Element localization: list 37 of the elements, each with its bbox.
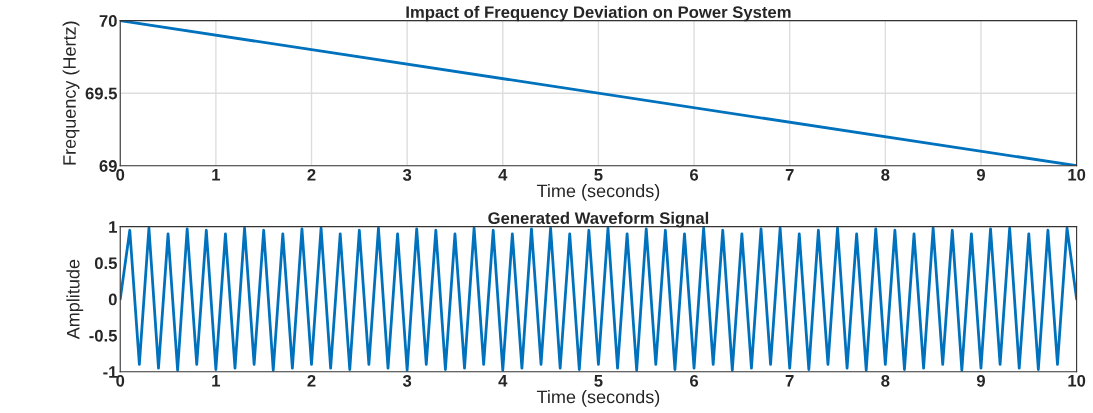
y-tick-label: 69.5 — [85, 87, 117, 100]
x-tick-label: 6 — [690, 374, 699, 387]
x-tick-label: 5 — [594, 375, 603, 387]
x-tick-label: 10 — [1068, 374, 1086, 387]
x-tick-label: 2 — [307, 168, 316, 181]
x-tick-label: 8 — [881, 374, 890, 387]
x-tick-label: 3 — [402, 374, 412, 387]
y-tick-label: -0.5 — [89, 329, 117, 342]
x-tick-label: 1 — [212, 375, 221, 387]
x-axis-title: Time (seconds) — [536, 390, 660, 407]
y-tick-label: 0 — [108, 293, 117, 306]
x-tick-label: 5 — [594, 169, 603, 181]
x-tick-label: 6 — [690, 168, 699, 181]
x-tick-label: 7 — [785, 169, 794, 181]
x-tick-label: 7 — [785, 375, 794, 387]
x-tick-label: 9 — [976, 168, 985, 181]
chart-title: Impact of Frequency Deviation on Power System — [406, 5, 791, 22]
x-tick-label: 10 — [1068, 168, 1086, 181]
y-tick-label: -1 — [103, 366, 117, 378]
x-tick-label: 3 — [402, 168, 412, 181]
y-axis-title: Amplitude — [66, 259, 84, 340]
chart-title: Generated Waveform Signal — [488, 211, 709, 228]
y-tick-label: 0.5 — [94, 257, 117, 270]
line-series — [120, 226, 1077, 372]
x-tick-label: 0 — [116, 374, 125, 387]
y-axis-title: Frequency (Hertz) — [62, 21, 80, 165]
x-axis-title: Time (seconds) — [536, 184, 660, 201]
x-tick-label: 0 — [116, 168, 125, 181]
y-tick-label: 70 — [99, 15, 117, 27]
x-tick-label: 1 — [212, 169, 221, 181]
x-tick-label: 8 — [881, 168, 890, 181]
x-tick-label: 4 — [498, 169, 508, 181]
x-tick-label: 2 — [307, 374, 316, 387]
x-tick-label: 4 — [498, 375, 508, 387]
y-tick-label: 1 — [109, 221, 117, 233]
x-tick-label: 9 — [976, 374, 985, 387]
y-tick-label: 69 — [99, 160, 117, 172]
